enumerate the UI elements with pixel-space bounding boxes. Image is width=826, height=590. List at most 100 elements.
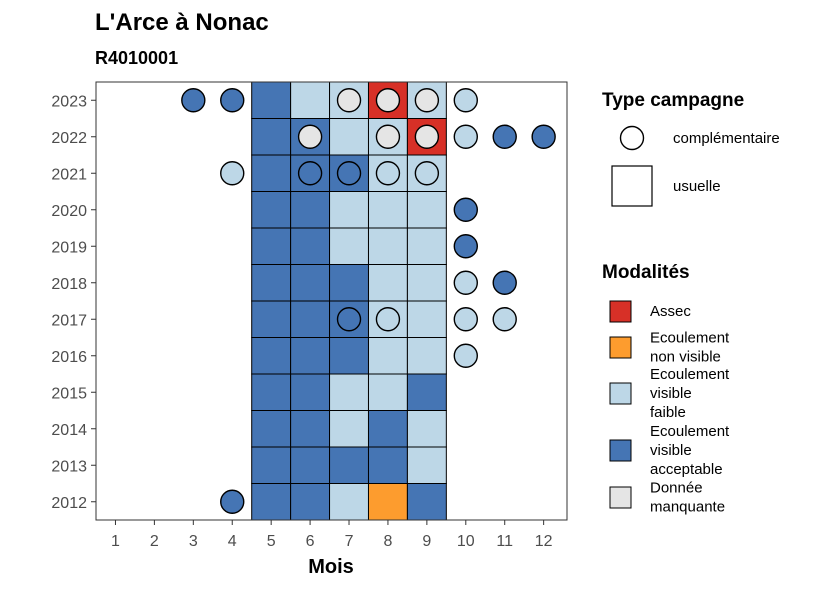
cell-2019-9	[406, 227, 447, 265]
point-2020-10	[453, 197, 478, 222]
cell-2015-9	[406, 373, 447, 411]
x-tick-label: 10	[457, 533, 475, 550]
cell-2013-7	[329, 446, 369, 484]
legend-label-donnee_manquante: Donnée manquante	[650, 480, 725, 516]
plot-area	[95, 81, 568, 521]
cell-2018-6	[290, 264, 331, 302]
point-2016-10	[453, 343, 478, 368]
x-tick-label: 12	[535, 533, 553, 550]
point-2022-9	[414, 124, 440, 149]
cell-2020-5	[251, 191, 292, 229]
cell-2020-9	[406, 191, 447, 229]
cell-2013-8	[367, 446, 408, 484]
point-2023-10	[453, 88, 478, 113]
chart-title: L'Arce à Nonac	[95, 9, 269, 36]
point-2017-8	[375, 307, 401, 332]
cell-2019-5	[251, 227, 292, 265]
cell-2013-5	[251, 446, 292, 484]
legend-swatch-assec	[609, 300, 632, 323]
legend-type-campagne: Type campagne complémentaire usuelle	[602, 90, 780, 207]
point-2021-9	[414, 161, 440, 186]
point-2021-7	[336, 161, 362, 186]
cell-2015-5	[251, 373, 292, 411]
y-tick-label: 2017	[51, 312, 87, 329]
point-2018-11	[492, 270, 517, 295]
point-2017-10	[453, 307, 478, 332]
y-tick-label: 2013	[51, 458, 87, 475]
legend-label-ecoulement_visible_faible: Ecoulement visible faible	[650, 366, 730, 421]
legend-label-assec: Assec	[650, 303, 691, 320]
cell-2017-5	[251, 300, 292, 338]
cell-2016-9	[406, 337, 447, 375]
x-tick-label: 6	[306, 533, 315, 550]
cell-2012-8	[367, 483, 408, 521]
point-layer	[181, 88, 556, 514]
point-2017-11	[492, 307, 517, 332]
x-tick-label: 3	[189, 533, 198, 550]
cell-2017-6	[290, 300, 331, 338]
point-2012-4	[220, 489, 245, 514]
y-tick-label: 2021	[51, 166, 87, 183]
cell-2022-5	[251, 118, 292, 156]
point-2021-4	[220, 161, 245, 186]
cell-2015-7	[329, 373, 369, 411]
legend-key-usuelle	[611, 165, 653, 207]
cell-2012-7	[329, 483, 369, 521]
legend-key-complementaire	[619, 125, 645, 151]
legend-label-usuelle: usuelle	[673, 178, 721, 195]
cell-2014-9	[406, 410, 447, 448]
legend-label-complementaire: complémentaire	[673, 130, 780, 147]
cell-2016-6	[290, 337, 331, 375]
plot-border	[95, 81, 568, 521]
x-tick-label: 4	[228, 533, 237, 550]
cell-2014-7	[329, 410, 369, 448]
legend-swatch-ecoulement_visible_acceptable	[609, 439, 632, 462]
cell-2012-9	[406, 483, 447, 521]
point-2022-6	[297, 124, 323, 149]
point-2022-12	[531, 124, 556, 149]
cell-2012-6	[290, 483, 331, 521]
cell-2019-8	[367, 227, 408, 265]
point-2022-10	[453, 124, 478, 149]
cell-2020-6	[290, 191, 331, 229]
point-2022-8	[375, 124, 401, 149]
cell-2017-9	[406, 300, 447, 338]
cell-2020-8	[367, 191, 408, 229]
y-tick-label: 2020	[51, 203, 87, 220]
cell-2016-5	[251, 337, 292, 375]
x-tick-label: 11	[496, 533, 513, 550]
point-2023-8	[375, 88, 401, 113]
x-tick-label: 2	[150, 533, 159, 550]
y-tick-label: 2019	[51, 239, 87, 256]
cell-2019-7	[329, 227, 369, 265]
legend-swatch-ecoulement_non_visible	[609, 336, 632, 359]
cell-2018-7	[329, 264, 369, 302]
point-2023-4	[220, 88, 245, 113]
cell-2014-5	[251, 410, 292, 448]
x-tick-label: 8	[383, 533, 392, 550]
x-tick-label: 9	[422, 533, 431, 550]
cell-2018-9	[406, 264, 447, 302]
point-2017-7	[336, 307, 362, 332]
legend-swatch-ecoulement_visible_faible	[609, 382, 632, 405]
chart-subtitle: R4010001	[95, 48, 178, 68]
x-tick-label: 7	[345, 533, 354, 550]
cell-2015-8	[367, 373, 408, 411]
legend-swatch-donnee_manquante	[609, 486, 632, 509]
y-tick-label: 2014	[51, 422, 87, 439]
y-tick-label: 2016	[51, 349, 87, 366]
cell-2023-5	[251, 81, 292, 119]
cell-2019-6	[290, 227, 331, 265]
y-tick-label: 2012	[51, 495, 87, 512]
cell-2018-5	[251, 264, 292, 302]
point-2023-3	[181, 88, 206, 113]
cell-2023-6	[290, 81, 331, 119]
legend-title-modalites: Modalités	[602, 262, 690, 283]
legend-label-ecoulement_visible_acceptable: Ecoulement visible acceptable	[650, 423, 730, 478]
cell-2014-6	[290, 410, 331, 448]
cell-2022-7	[329, 118, 369, 156]
tile-layer	[251, 81, 447, 521]
point-2018-10	[453, 270, 478, 295]
